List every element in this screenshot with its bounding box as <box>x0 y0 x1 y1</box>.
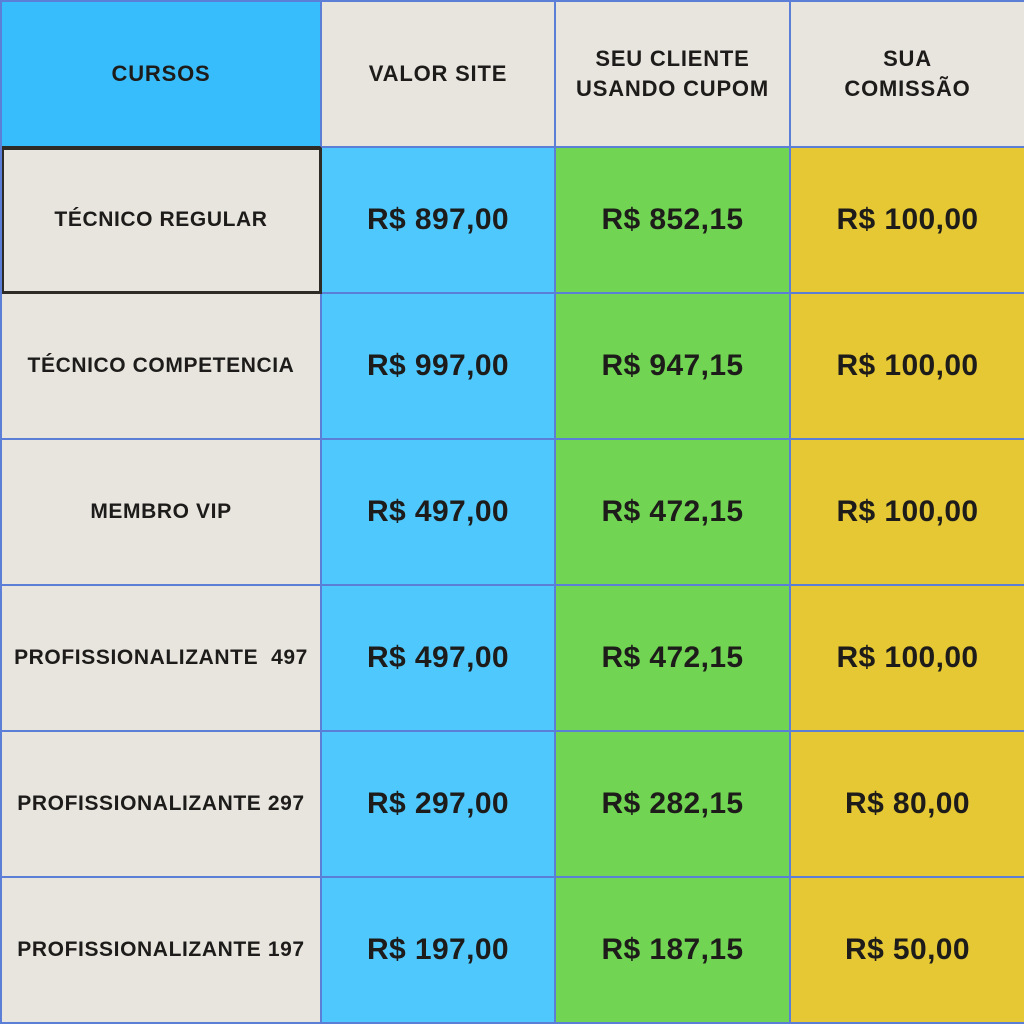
comissao-value: R$ 80,00 <box>845 786 970 820</box>
comissao-cell: R$ 100,00 <box>791 148 1024 294</box>
comissao-value: R$ 100,00 <box>836 348 979 382</box>
valor-site-value: R$ 497,00 <box>366 640 510 674</box>
valor-site-value: R$ 897,00 <box>366 202 510 236</box>
valor-site-cell: R$ 197,00 <box>322 878 556 1024</box>
valor-site-cell: R$ 497,00 <box>322 440 556 586</box>
cliente-cupom-cell: R$ 852,15 <box>556 148 791 294</box>
course-name: PROFISSIONALIZANTE 297 <box>17 791 305 815</box>
comissao-cell: R$ 100,00 <box>791 440 1024 586</box>
valor-site-cell: R$ 897,00 <box>322 148 556 294</box>
course-name: PROFISSIONALIZANTE 497 <box>14 645 308 669</box>
comissao-cell: R$ 50,00 <box>791 878 1024 1024</box>
header-label: USANDO CUPOM <box>576 76 769 101</box>
valor-site-cell: R$ 497,00 <box>322 586 556 732</box>
cliente-cupom-cell: R$ 187,15 <box>556 878 791 1024</box>
header-cell-comissao: SUA COMISSÃO <box>791 2 1024 148</box>
cliente-cupom-value: R$ 187,15 <box>601 932 744 966</box>
comissao-cell: R$ 80,00 <box>791 732 1024 878</box>
valor-site-value: R$ 197,00 <box>366 932 510 966</box>
course-name: PROFISSIONALIZANTE 197 <box>17 937 305 961</box>
valor-site-cell: R$ 297,00 <box>322 732 556 878</box>
comissao-cell: R$ 100,00 <box>791 586 1024 732</box>
cliente-cupom-value: R$ 947,15 <box>601 348 744 382</box>
comissao-value: R$ 100,00 <box>836 640 979 674</box>
valor-site-value: R$ 997,00 <box>366 348 510 382</box>
comissao-cell: R$ 100,00 <box>791 294 1024 440</box>
course-name: TÉCNICO REGULAR <box>54 207 268 231</box>
comissao-value: R$ 100,00 <box>836 494 979 528</box>
course-name-cell: TÉCNICO COMPETENCIA <box>2 294 322 440</box>
cliente-cupom-cell: R$ 472,15 <box>556 440 791 586</box>
valor-site-value: R$ 497,00 <box>366 494 510 528</box>
course-name-cell: MEMBRO VIP <box>2 440 322 586</box>
course-name-cell: TÉCNICO REGULAR <box>2 148 322 294</box>
comissao-value: R$ 100,00 <box>836 202 979 236</box>
cliente-cupom-cell: R$ 947,15 <box>556 294 791 440</box>
cliente-cupom-cell: R$ 472,15 <box>556 586 791 732</box>
course-name: MEMBRO VIP <box>90 499 232 523</box>
cliente-cupom-value: R$ 472,15 <box>601 640 744 674</box>
course-name-cell: PROFISSIONALIZANTE 197 <box>2 878 322 1024</box>
cliente-cupom-cell: R$ 282,15 <box>556 732 791 878</box>
valor-site-cell: R$ 997,00 <box>322 294 556 440</box>
course-name: TÉCNICO COMPETENCIA <box>27 353 295 377</box>
header-label: SUA <box>883 46 932 72</box>
course-name-cell: PROFISSIONALIZANTE 497 <box>2 586 322 732</box>
valor-site-value: R$ 297,00 <box>366 786 510 820</box>
header-label: COMISSÃO <box>844 76 971 101</box>
cliente-cupom-value: R$ 472,15 <box>601 494 744 528</box>
header-label: SEU CLIENTE <box>595 46 750 72</box>
header-cell-valor-site: VALOR SITE <box>322 2 556 148</box>
course-name-cell: PROFISSIONALIZANTE 297 <box>2 732 322 878</box>
header-label: VALOR SITE <box>368 61 508 87</box>
header-label: CURSOS <box>111 61 211 87</box>
cliente-cupom-value: R$ 852,15 <box>601 202 744 236</box>
header-cell-cursos: CURSOS <box>2 2 322 148</box>
cliente-cupom-value: R$ 282,15 <box>601 786 744 820</box>
header-cell-cliente-cupom: SEU CLIENTE USANDO CUPOM <box>556 2 791 148</box>
comissao-value: R$ 50,00 <box>845 932 970 966</box>
